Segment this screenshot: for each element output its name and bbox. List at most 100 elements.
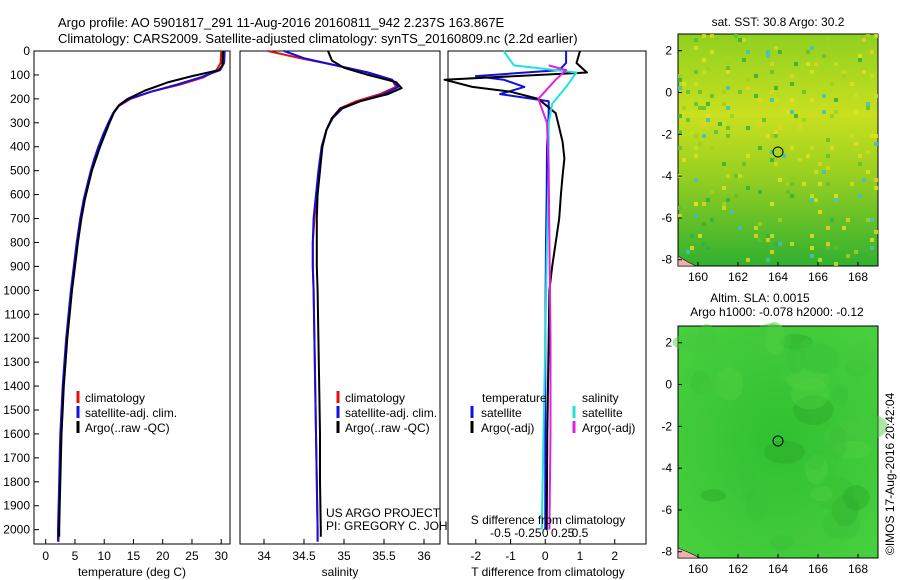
sla-blob <box>790 378 830 410</box>
sst-pixel <box>870 174 874 178</box>
sst-pixel <box>726 198 730 202</box>
sst-pixel <box>810 146 814 150</box>
sst-pixel <box>678 86 682 90</box>
sst-pixel <box>822 54 826 58</box>
sla-map-field <box>677 325 879 559</box>
sst-pixel <box>766 134 770 138</box>
sla-blob <box>690 370 711 396</box>
sst-pixel <box>866 170 870 174</box>
map-lat-label: 0 <box>665 378 672 392</box>
sst-pixel <box>678 206 682 210</box>
sst-pixel <box>726 86 730 90</box>
map-lon-label: 164 <box>768 270 788 284</box>
sst-pixel <box>858 54 862 58</box>
profile-line-satellite <box>283 50 400 542</box>
sla-blob <box>806 451 825 471</box>
depth-tick-label: 1500 <box>3 403 30 417</box>
sst-pixel <box>718 122 722 126</box>
s-tick-label: 0 <box>542 526 549 540</box>
sla-blob <box>805 454 828 485</box>
x-tick-label: 35.5 <box>372 549 396 563</box>
salinity-x-axis: 34 34.5 35 35.5 36 <box>257 539 431 563</box>
sla-blob <box>793 348 831 373</box>
legend-label-argo: Argo(..raw -QC) <box>345 421 430 435</box>
sst-pixel <box>818 182 822 186</box>
sst-pixel <box>858 162 862 166</box>
depth-tick-label: 300 <box>10 116 30 130</box>
sla-blob <box>842 485 870 511</box>
sla-blob <box>792 395 834 426</box>
sst-pixel <box>726 126 730 130</box>
legend-title-temperature: temperature <box>482 391 547 405</box>
salinity-xlabel: salinity <box>322 565 359 579</box>
sst-pixel <box>842 226 846 230</box>
sst-pixel <box>790 82 794 86</box>
sst-pixel <box>826 246 830 250</box>
sst-pixel <box>778 50 782 54</box>
sst-pixel <box>690 130 694 134</box>
sst-pixel <box>758 146 762 150</box>
sst-pixel <box>738 38 742 42</box>
x-tick-label: -1 <box>505 549 516 563</box>
x-tick-label: 1 <box>577 549 584 563</box>
sst-pixel <box>842 74 846 78</box>
imos-timestamp: ©IMOS 17-Aug-2016 20:42:04 <box>883 392 897 555</box>
sst-pixel <box>690 246 694 250</box>
sst-pixel <box>834 198 838 202</box>
sst-pixel <box>726 66 730 70</box>
sst-pixel <box>870 218 874 222</box>
sst-argo-location-marker <box>772 146 784 158</box>
pi-credit: PI: GREGORY C. JOHNSON <box>326 519 482 533</box>
temperature-lines <box>57 50 226 542</box>
sla-blob <box>715 367 744 401</box>
map-lat-label: -2 <box>661 419 672 433</box>
depth-tick-label: 1000 <box>3 283 30 297</box>
sst-pixel <box>870 238 874 242</box>
sla-blob <box>745 487 769 522</box>
map-lon-label: 164 <box>768 562 788 576</box>
legend-title-salinity: salinity <box>582 391 619 405</box>
sst-pixel <box>834 62 838 66</box>
sla-blob <box>700 489 727 502</box>
map-lat-label: -8 <box>661 253 672 267</box>
sst-pixel <box>774 242 778 246</box>
map-lat-label: -6 <box>661 503 672 517</box>
sst-pixel <box>726 174 730 178</box>
sst-pixel <box>802 90 806 94</box>
depth-tick-label: 900 <box>10 259 30 273</box>
sst-pixel <box>762 118 766 122</box>
map-lon-label: 160 <box>688 562 708 576</box>
sst-pixel <box>870 74 874 78</box>
sst-pixel <box>734 34 738 38</box>
sst-pixel <box>846 254 850 258</box>
sst-pixel <box>866 106 870 110</box>
sst-pixel <box>846 218 850 222</box>
sst-pixel <box>858 154 862 158</box>
sst-pixel <box>770 250 774 254</box>
sst-pixel <box>822 110 826 114</box>
sst-pixel <box>826 166 830 170</box>
sst-pixel <box>702 242 706 246</box>
legend-label-argo: Argo(..raw -QC) <box>85 421 170 435</box>
legend-label-s-argo: Argo(-adj) <box>582 421 635 435</box>
sst-pixel <box>738 90 742 94</box>
sst-pixel <box>830 114 834 118</box>
sla-title2: Argo h1000: -0.078 h2000: -0.12 <box>690 305 864 319</box>
salinity-lines <box>267 50 403 542</box>
sst-pixel <box>826 182 830 186</box>
sst-pixel <box>770 234 774 238</box>
sst-pixel <box>826 46 830 50</box>
header-line2: Climatology: CARS2009. Satellite-adjuste… <box>58 31 578 46</box>
temperature-panel: 0100200300400500600700800900100011001200… <box>3 44 231 579</box>
sst-pixel <box>726 134 730 138</box>
sst-pixel <box>694 202 698 206</box>
sst-pixel <box>698 110 702 114</box>
sst-pixel <box>774 134 778 138</box>
s-tick-label: 0.5 <box>572 526 589 540</box>
sst-pixel <box>770 150 774 154</box>
x-tick-label: 2 <box>611 549 618 563</box>
sst-pixel <box>686 90 690 94</box>
sst-pixel <box>826 242 830 246</box>
sst-pixel <box>722 186 726 190</box>
depth-tick-label: 0 <box>23 44 30 58</box>
